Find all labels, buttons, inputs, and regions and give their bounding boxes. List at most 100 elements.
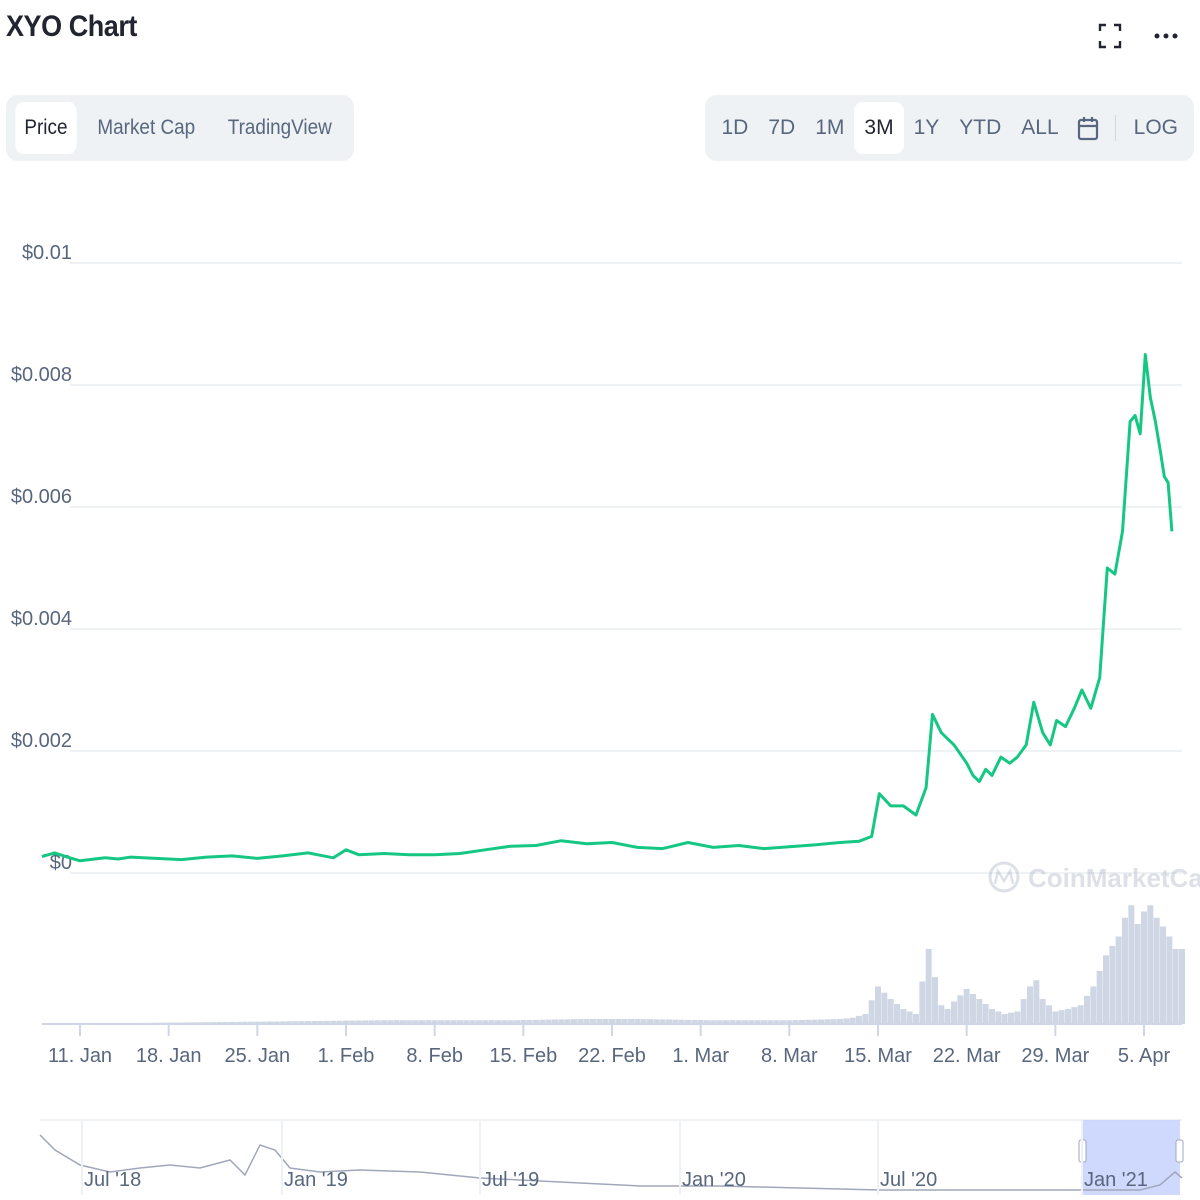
volume-bar	[799, 1019, 805, 1024]
volume-bar	[1001, 1014, 1008, 1024]
navigator-tick-label: Jul '19	[482, 1169, 539, 1191]
volume-bar	[716, 1020, 723, 1024]
volume-bar	[1160, 926, 1166, 1024]
volume-bar	[165, 1022, 172, 1024]
volume-bar	[260, 1021, 267, 1024]
volume-bar	[982, 1004, 989, 1024]
volume-bar	[944, 1009, 951, 1024]
volume-bar	[210, 1022, 216, 1024]
volume-bar	[1134, 924, 1141, 1024]
range-ytd[interactable]: YTD	[959, 116, 1002, 139]
tab-market-cap[interactable]: Market Cap	[97, 116, 195, 139]
volume-bar	[780, 1020, 786, 1024]
volume-bar	[862, 1014, 869, 1024]
volume-bar	[412, 1020, 419, 1024]
volume-bar	[621, 1019, 628, 1024]
volume-bar	[273, 1021, 280, 1024]
volume-bar	[184, 1022, 191, 1024]
volume-bar	[501, 1020, 508, 1024]
price-line[interactable]	[41, 353, 1174, 863]
volume-bar	[628, 1019, 634, 1024]
volume-bar	[317, 1020, 324, 1024]
volume-bar	[203, 1022, 210, 1024]
volume-bar	[349, 1020, 356, 1024]
volume-bar	[792, 1020, 799, 1024]
volume-bar	[609, 1019, 615, 1024]
volume-bar	[571, 1019, 577, 1024]
tab-price[interactable]: Price	[15, 102, 77, 154]
volume-bar	[830, 1019, 837, 1024]
volume-bar	[1147, 905, 1154, 1024]
volume-bar	[216, 1022, 223, 1024]
x-tick-label: 18. Jan	[136, 1045, 202, 1067]
volume-bar	[406, 1020, 413, 1024]
volume-bar	[1008, 1012, 1014, 1024]
volume-bar	[178, 1022, 185, 1024]
volume-bar	[1096, 970, 1103, 1024]
navigator-selection[interactable]	[1083, 1120, 1180, 1195]
volume-bar	[431, 1020, 438, 1024]
volume-bar	[248, 1021, 254, 1024]
volume-bar	[596, 1019, 603, 1024]
volume-bar	[1020, 999, 1027, 1024]
volume-bar	[989, 1009, 995, 1024]
volume-bar	[735, 1020, 742, 1024]
navigator-tick-label: Jan '19	[284, 1169, 348, 1191]
range-1m[interactable]: 1M	[815, 116, 845, 139]
volume-bar	[1109, 945, 1116, 1024]
volume-bar	[773, 1020, 780, 1024]
watermark-text: CoinMarketCap	[1028, 863, 1200, 893]
navigator-handle-left[interactable]	[1078, 1139, 1087, 1163]
expand-icon[interactable]	[1094, 20, 1126, 52]
volume-bar	[89, 1023, 96, 1024]
x-tick-label: 25. Jan	[225, 1045, 291, 1067]
range-7d[interactable]: 7D	[768, 116, 796, 139]
volume-bar	[457, 1020, 463, 1024]
tab-tradingview[interactable]: TradingView	[228, 116, 333, 139]
volume-bar	[311, 1021, 318, 1024]
volume-bar	[742, 1020, 748, 1024]
volume-bar	[824, 1019, 831, 1024]
volume-bar	[1014, 1011, 1021, 1024]
volume-bar	[970, 994, 976, 1024]
volume-bar	[913, 1014, 919, 1024]
volume-bar	[267, 1021, 273, 1024]
volume-bar	[1027, 986, 1033, 1024]
volume-bar	[710, 1020, 717, 1024]
navigator-tick-label: Jul '18	[84, 1169, 141, 1191]
range-3m[interactable]: 3M	[854, 102, 904, 154]
navigator-tick-label: Jan '21	[1084, 1169, 1148, 1191]
x-tick-label: 22. Feb	[578, 1045, 646, 1067]
volume-bar	[704, 1020, 710, 1024]
ellipsis-icon[interactable]	[1150, 20, 1182, 52]
volume-bar	[868, 1000, 875, 1024]
volume-bar	[463, 1020, 470, 1024]
volume-bar	[957, 995, 964, 1024]
volume-bar	[476, 1020, 482, 1024]
navigator-series	[39, 1134, 1183, 1191]
x-tick-label: 1. Mar	[672, 1045, 729, 1067]
volume-bar	[805, 1019, 812, 1024]
volume-bar	[818, 1019, 824, 1024]
range-all[interactable]: ALL	[1021, 116, 1059, 139]
volume-bar	[1172, 949, 1179, 1024]
volume-bar	[748, 1020, 755, 1024]
volume-bar	[1039, 999, 1046, 1024]
y-tick-label: $0.008	[11, 364, 72, 386]
volume-bar	[381, 1020, 387, 1024]
calendar-icon[interactable]	[1069, 115, 1107, 141]
range-1d[interactable]: 1D	[721, 116, 749, 139]
volume-bar	[564, 1019, 571, 1024]
volume-bar	[482, 1020, 489, 1024]
log-toggle[interactable]: LOG	[1133, 116, 1178, 139]
volume-bar	[558, 1019, 565, 1024]
volume-bar	[1115, 936, 1122, 1024]
volume-bar	[1071, 1007, 1078, 1024]
volume-bar	[102, 1023, 109, 1024]
range-1y[interactable]: 1Y	[913, 116, 940, 139]
volume-bar	[324, 1020, 330, 1024]
volume-bar	[932, 977, 938, 1024]
volume-bar	[811, 1019, 818, 1024]
navigator-handle-right[interactable]	[1175, 1139, 1184, 1163]
